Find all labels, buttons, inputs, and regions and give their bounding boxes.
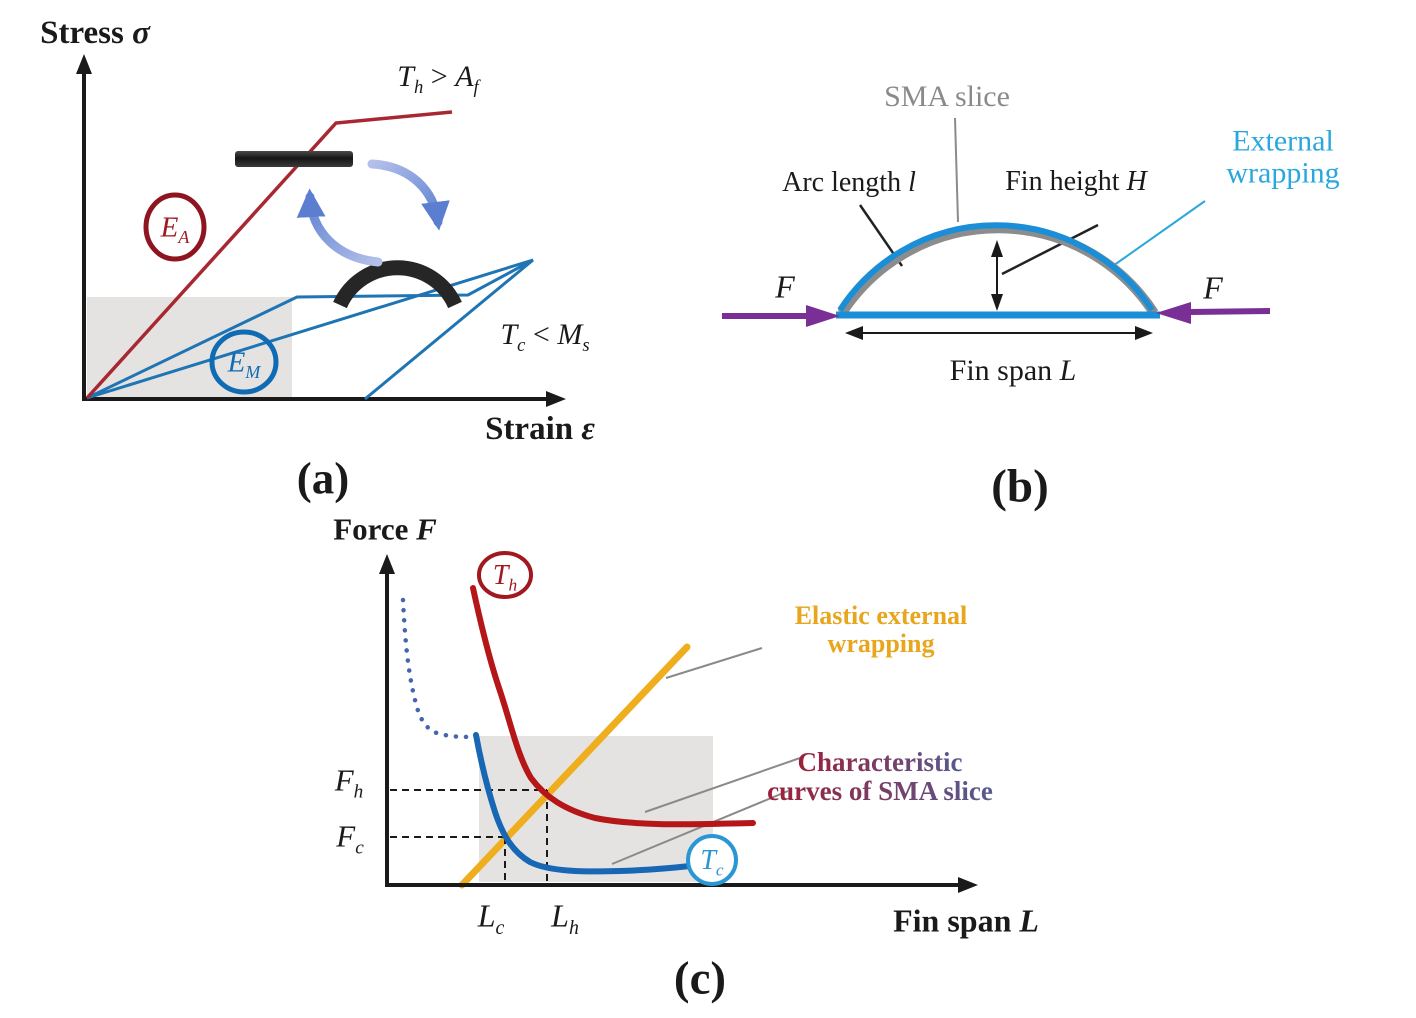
a-tc-ms-label: Tc < Ms (500, 317, 590, 356)
b-external-wrapping-leader (1109, 200, 1206, 269)
b-force-arrowhead-left (806, 305, 840, 327)
b-sma-slice-leader (954, 117, 959, 223)
c-lh-label: Lh (551, 897, 579, 940)
b-force-label-right: F (1203, 269, 1223, 306)
a-th-af-label: Th > Af (397, 59, 479, 98)
b-fin-span-arrowhead-right (1135, 326, 1153, 340)
b-fin-span-label: Fin span L (949, 353, 1077, 387)
b-sma-slice-label: SMA slice (884, 79, 1010, 113)
b-external-wrapping-line1: External (1232, 124, 1334, 158)
c-fin-span-axis-label: Fin span L (893, 902, 1039, 939)
c-fc-label: Fc (336, 818, 364, 859)
a-x-axis-arrowhead (546, 391, 566, 407)
b-fin-height-arrowhead-bottom (991, 294, 1003, 311)
b-fin-span-arrowhead-left (845, 326, 863, 340)
c-elastic-wrapping-label: Elastic external wrapping (794, 600, 968, 658)
b-fin-height-label: Fin height H (1005, 165, 1147, 197)
c-characteristic-line1: Characteristic (797, 746, 963, 777)
c-force-axis-label: Force F (333, 511, 437, 547)
b-external-wrapping-line2: wrapping (1226, 157, 1340, 190)
c-th-ring (477, 551, 533, 599)
a-caption: (a) (296, 453, 350, 504)
b-fin-height-leader (1001, 223, 1099, 276)
a-flat-slice-bar (235, 151, 353, 167)
c-th-label: Th (492, 559, 518, 595)
c-tc-label: Tc (700, 844, 724, 880)
c-y-axis-arrowhead (379, 554, 395, 574)
c-dotted-curve (400, 597, 479, 740)
a-em-ring (209, 329, 279, 395)
b-wrapping-arc (837, 222, 1155, 312)
c-shaded-region (479, 736, 713, 882)
a-stress-axis-label: Stress σ (40, 15, 150, 52)
b-force-arrowhead-right (1156, 302, 1191, 324)
b-caption: (b) (991, 460, 1049, 513)
a-ea-label: EA (160, 211, 190, 248)
c-elastic-leader (665, 647, 763, 679)
a-austenite-curve (85, 110, 453, 400)
a-martensite-curve (86, 258, 534, 401)
c-elastic-wrapping-line (458, 643, 691, 889)
c-caption: (c) (673, 952, 727, 1005)
c-x-axis-arrowhead (958, 877, 978, 893)
c-fh-label: Fh (334, 762, 364, 803)
c-characteristic-line2: curves of SMA slice (767, 776, 993, 806)
b-force-label-left: F (775, 268, 795, 305)
b-arc-length-label: Arc length l (782, 166, 916, 198)
c-hot-curve-th (470, 585, 756, 828)
b-force-arrow-right (1189, 308, 1271, 315)
a-em-label: EM (227, 346, 261, 383)
c-elastic-wrapping-line2: wrapping (827, 629, 935, 658)
a-strain-axis-label: Strain ε (485, 411, 595, 448)
a-ea-ring (143, 192, 207, 262)
a-bent-slice-arc (333, 260, 462, 309)
a-cycle-arrow-up (296, 188, 383, 267)
b-external-wrapping-label: External wrapping (1226, 124, 1340, 191)
c-lc-label: Lc (477, 897, 505, 940)
c-cold-curve-tc (473, 732, 693, 875)
b-fin-height-arrowhead-top (991, 240, 1003, 257)
c-characteristic-label: Characteristic curves of SMA slice (767, 746, 993, 806)
a-y-axis-arrowhead (76, 54, 92, 74)
a-cycle-arrow-down (367, 159, 450, 231)
c-tc-ring (686, 834, 738, 886)
c-characteristic-leader-upper (644, 757, 801, 813)
c-elastic-wrapping-line1: Elastic external (794, 600, 968, 630)
c-characteristic-leader-lower (611, 790, 789, 865)
